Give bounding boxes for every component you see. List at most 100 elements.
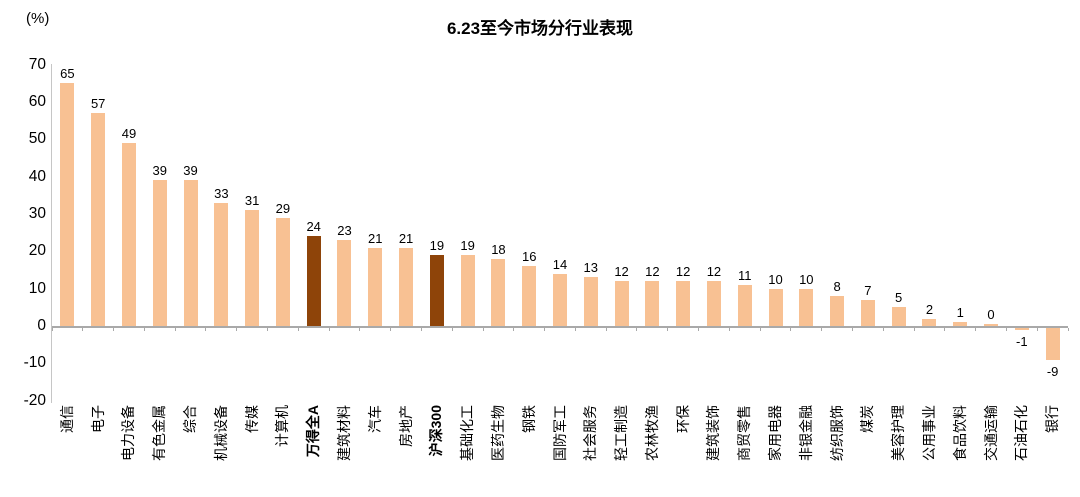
bar-value-label: 0 <box>987 307 995 322</box>
bar <box>491 258 506 326</box>
x-axis-tick <box>698 327 700 331</box>
bar <box>645 281 660 326</box>
y-axis-tick-label: 10 <box>28 279 46 297</box>
bar <box>737 284 752 326</box>
x-axis-category-label: 电力设备 <box>120 405 137 461</box>
x-axis-category-label: 房地产 <box>397 405 414 447</box>
bar <box>368 247 383 326</box>
bar-value-label: 11 <box>737 267 752 283</box>
chart-title: 6.23至今市场分行业表现 <box>446 19 634 38</box>
x-axis-tick <box>667 327 669 331</box>
bar <box>830 296 845 326</box>
x-axis-category-label: 国防军工 <box>551 405 568 461</box>
x-axis-category-label: 钢铁 <box>520 405 537 433</box>
x-axis-tick <box>544 327 546 331</box>
bar-value-label: 23 <box>337 223 352 239</box>
x-axis-category-label: 环保 <box>674 405 691 433</box>
bar <box>953 322 968 326</box>
bar <box>583 277 598 326</box>
bar <box>60 83 75 326</box>
x-axis-category-label: 轻工制造 <box>613 405 630 461</box>
x-axis-tick <box>759 327 761 331</box>
x-axis-category-label: 有色金属 <box>151 405 168 461</box>
bar-value-label: 12 <box>675 264 691 280</box>
x-axis-category-label: 非银金融 <box>797 405 814 461</box>
x-axis-tick <box>143 327 145 331</box>
x-axis-tick <box>51 327 53 331</box>
bar <box>152 180 167 326</box>
x-axis-tick <box>451 327 453 331</box>
bar <box>1014 326 1029 330</box>
x-axis-category-label: 机械设备 <box>212 405 229 461</box>
bar-value-label: 21 <box>398 230 414 246</box>
x-axis-category-label: 建筑材料 <box>335 405 352 461</box>
y-axis-line <box>50 64 52 403</box>
x-axis-tick <box>297 327 299 331</box>
bar-value-label: 39 <box>152 163 167 179</box>
bar-value-label: 12 <box>645 264 660 280</box>
x-axis-category-label: 公用事业 <box>920 405 937 461</box>
y-axis-tick-label: -10 <box>23 354 46 372</box>
x-axis-category-label: 建筑装饰 <box>705 405 722 461</box>
x-axis-tick <box>944 327 946 331</box>
bar-value-label: 7 <box>864 282 872 298</box>
x-axis-category-label: 计算机 <box>274 405 291 447</box>
bar <box>306 236 321 326</box>
x-axis-category-label: 电子 <box>89 405 106 433</box>
bar <box>522 266 537 326</box>
bar-value-label: 24 <box>306 219 321 235</box>
x-axis-tick <box>882 327 884 331</box>
bar <box>768 288 783 326</box>
bar-value-label: 12 <box>614 264 629 280</box>
x-axis-tick <box>574 327 576 331</box>
bar <box>245 210 260 326</box>
x-axis-tick <box>236 327 238 331</box>
x-axis-category-label: 汽车 <box>366 405 383 433</box>
y-axis-tick-label: 70 <box>28 55 46 73</box>
bar-value-label: 2 <box>925 301 934 317</box>
bar-value-label: 13 <box>583 260 599 276</box>
bar-value-label: 21 <box>368 230 383 246</box>
x-axis-tick <box>636 327 638 331</box>
bar <box>214 202 229 326</box>
x-axis-category-label: 通信 <box>58 405 75 433</box>
bar <box>891 307 906 326</box>
y-axis-tick-label: 20 <box>28 242 46 260</box>
y-axis-tick-label: 30 <box>28 205 46 222</box>
bar-value-label: 29 <box>275 200 291 216</box>
bar-value-label: 65 <box>60 66 75 82</box>
bar <box>860 299 875 326</box>
x-axis-tick <box>359 327 361 331</box>
bar <box>460 255 475 326</box>
x-axis-category-label: 美容护理 <box>890 405 907 461</box>
bar-value-label: -9 <box>1046 363 1059 379</box>
bar-value-label: 8 <box>833 279 841 295</box>
x-axis-tick <box>851 327 853 331</box>
bar <box>706 281 721 326</box>
x-axis-category-label: 农林牧渔 <box>643 405 660 461</box>
x-axis-tick <box>1067 327 1069 331</box>
bar <box>337 240 352 326</box>
bar-value-label: 16 <box>521 249 537 265</box>
bar <box>1045 326 1060 360</box>
x-axis-category-label: 传媒 <box>243 405 260 433</box>
bar <box>799 288 814 326</box>
bar <box>429 255 444 326</box>
x-axis-tick <box>1005 327 1007 331</box>
x-axis-category-label: 沪深300 <box>428 405 445 457</box>
x-axis-category-label: 家用电器 <box>767 405 783 461</box>
y-axis-tick-label: 60 <box>28 93 46 110</box>
bar-value-label: -1 <box>1016 333 1028 349</box>
x-axis-tick <box>605 327 607 331</box>
x-axis-tick <box>513 327 515 331</box>
bar <box>91 113 106 326</box>
x-axis-tick <box>975 327 977 331</box>
x-axis-tick <box>913 327 915 331</box>
bar <box>614 281 629 326</box>
bar-value-label: 18 <box>491 241 506 257</box>
bar-value-label: 14 <box>552 256 568 272</box>
x-axis-tick <box>482 327 484 331</box>
bar-value-label: 10 <box>799 271 814 287</box>
y-axis-tick-label: -20 <box>23 391 46 409</box>
x-axis-tick <box>1036 327 1038 331</box>
